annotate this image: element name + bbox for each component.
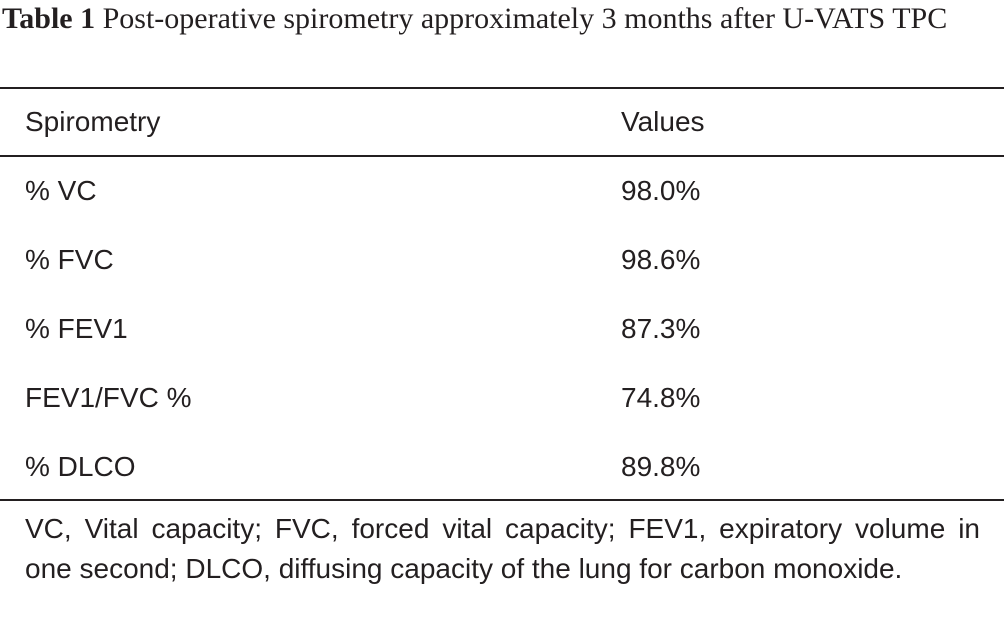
table-bottom-rule — [0, 499, 1004, 501]
row-label: % FEV1 — [25, 313, 128, 344]
row-label: FEV1/FVC % — [25, 382, 192, 413]
row-label: % FVC — [25, 244, 114, 275]
table-footnote: VC, Vital capacity; FVC, forced vital ca… — [25, 513, 980, 584]
table-header-rule — [0, 155, 1004, 157]
table-top-rule — [0, 87, 1004, 89]
column-header-spirometry: Spirometry — [25, 106, 161, 137]
table-caption-text: Post-operative spirometry approximately … — [102, 2, 948, 35]
row-value: 98.6% — [621, 244, 701, 275]
row-value: 87.3% — [621, 313, 701, 344]
column-header-values: Values — [621, 106, 705, 137]
row-value: 74.8% — [621, 382, 701, 413]
row-label: % VC — [25, 175, 97, 206]
row-label: % DLCO — [25, 451, 136, 482]
table-caption: Table 1 Post-operative spirometry approx… — [2, 0, 997, 38]
row-value: 98.0% — [621, 175, 701, 206]
row-value: 89.8% — [621, 451, 701, 482]
table-caption-label: Table 1 — [2, 2, 96, 35]
